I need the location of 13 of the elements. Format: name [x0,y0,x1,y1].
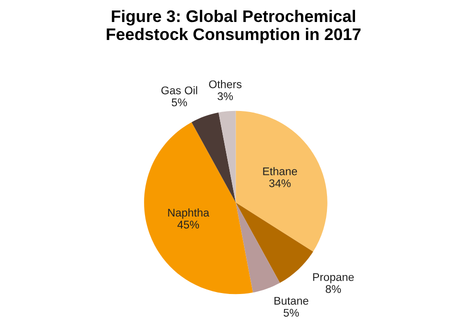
slice-label: Butane [274,296,308,305]
data-label: 8% [326,285,341,293]
chart-title: Figure 3: Global Petrochemical Feedstock Consumption in 2017 [106,10,361,44]
slice-label: Gas Oil [161,86,198,94]
slice-label: Others [209,80,242,88]
data-label: 5% [284,308,299,317]
slice-label: Ethane [263,167,298,176]
slice-label: Propane [313,273,354,284]
data-label: 45% [177,220,200,229]
data-label: 34% [269,179,291,188]
data-label: 3% [218,92,233,100]
data-label: 5% [172,98,187,106]
slice-label: Naphtha [168,208,210,219]
